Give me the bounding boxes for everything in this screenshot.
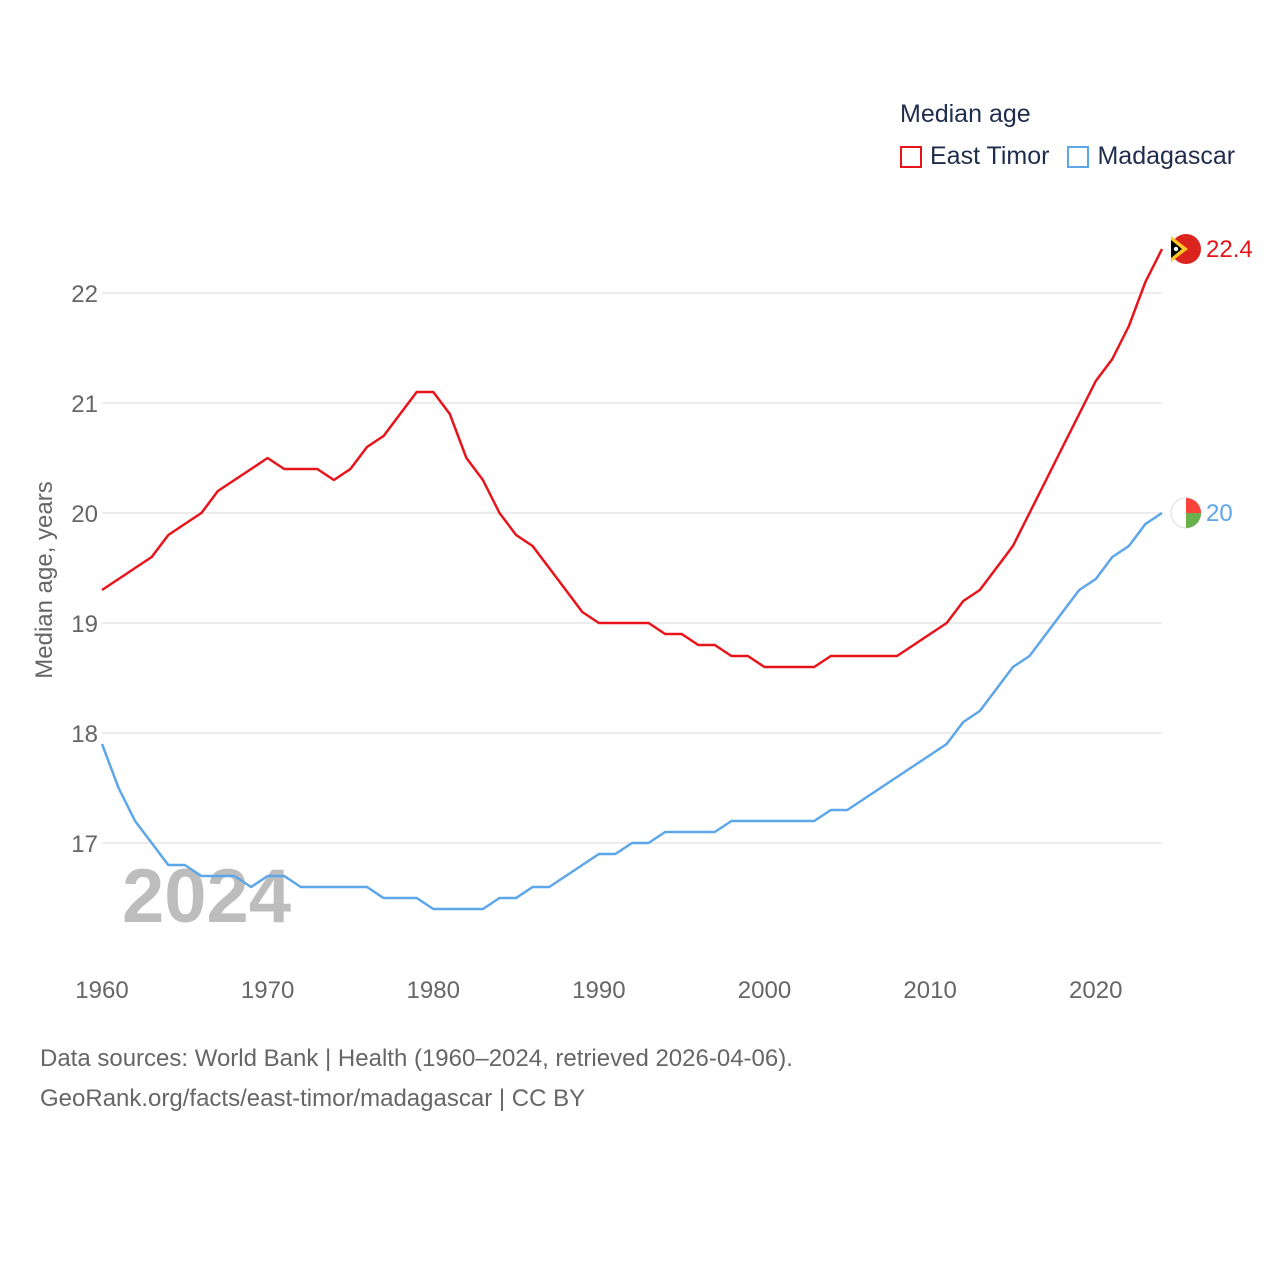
legend-item-east-timor[interactable]: East Timor [900, 142, 1049, 171]
legend-swatch-madagascar [1067, 145, 1090, 168]
flag-green [1186, 513, 1201, 528]
x-tick-label-2000: 2000 [738, 977, 791, 1004]
x-tick-label-1990: 1990 [572, 977, 625, 1004]
legend-title: Median age [900, 100, 1031, 128]
source-line-2: GeoRank.org/facts/east-timor/madagascar … [40, 1085, 586, 1112]
y-axis-ticks: 17 18 19 20 21 22 [71, 281, 98, 858]
legend: East Timor Madagascar [900, 142, 1253, 171]
end-markers: 22.4 20 [1170, 234, 1253, 529]
y-tick-label-18: 18 [71, 721, 98, 748]
y-tick-label-17: 17 [71, 831, 98, 858]
end-value-label-east-timor: 22.4 [1206, 236, 1253, 263]
flag-star [1173, 246, 1179, 252]
series-lines [100, 248, 1164, 911]
legend-swatch-east-timor [900, 145, 922, 168]
flag-red [1186, 498, 1201, 513]
x-tick-label-2020: 2020 [1069, 977, 1122, 1004]
x-tick-label-1980: 1980 [407, 977, 460, 1004]
grid-lines [102, 292, 1162, 844]
x-tick-label-2010: 2010 [903, 977, 956, 1004]
x-axis-ticks: 1960 1970 1980 1990 2000 2010 2020 [75, 977, 1122, 1004]
y-tick-label-19: 19 [71, 611, 98, 638]
end-value-label-madagascar: 20 [1206, 500, 1233, 527]
legend-label-madagascar: Madagascar [1097, 142, 1236, 170]
y-tick-label-20: 20 [71, 501, 98, 528]
x-tick-label-1970: 1970 [241, 977, 294, 1004]
series-line-east-timor [101, 248, 1164, 669]
legend-item-madagascar[interactable]: Madagascar [1067, 142, 1235, 171]
source-line-1: Data sources: World Bank | Health (1960–… [40, 1045, 793, 1072]
series-line-madagascar [100, 511, 1163, 911]
y-tick-label-21: 21 [71, 391, 98, 418]
y-axis-label: Median age, years [31, 481, 58, 678]
y-tick-label-22: 22 [71, 281, 98, 308]
year-watermark: 2024 [122, 854, 291, 939]
flag-marker-east-timor [1171, 234, 1201, 264]
legend-label-east-timor: East Timor [930, 142, 1050, 170]
x-tick-label-1960: 1960 [75, 977, 128, 1004]
flag-marker-madagascar [1170, 497, 1202, 529]
